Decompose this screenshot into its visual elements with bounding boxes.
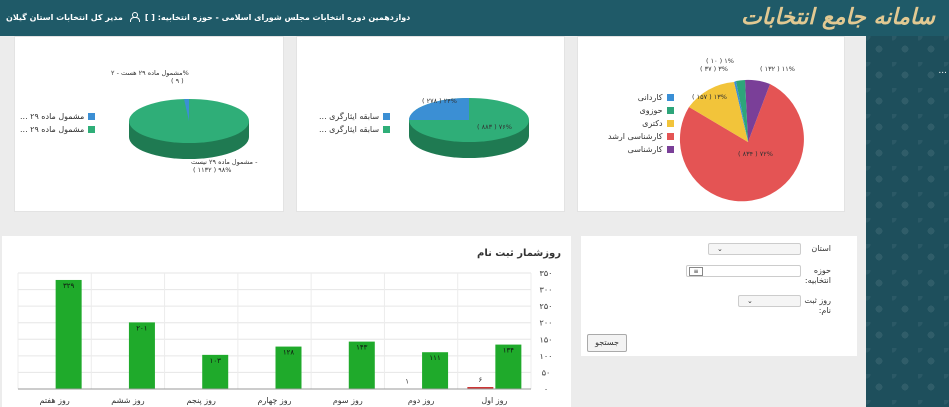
legend-swatch (666, 133, 674, 140)
legend-swatch (383, 126, 391, 133)
legend-label: سابقه ایثارگری ... (319, 125, 380, 134)
list-icon[interactable]: ≡ (689, 267, 703, 276)
education-pie-panel: ( ۱۰ ) ۱% ( ۳۷ ) ۳% ( ۱۵۷ ) ۱۳% ( ۱۳۲ ) … (577, 36, 845, 212)
slice-included[interactable] (184, 98, 189, 121)
label-included-count: ( ۹ ) (171, 77, 184, 85)
legend-swatch (88, 126, 96, 133)
label-associate: ( ۱۰ ) ۱% (706, 57, 734, 65)
experience-legend: سابقه ایثارگری ... سابقه ایثارگری ... (319, 112, 391, 138)
province-label: استان (811, 244, 831, 253)
legend-label: کارشناسی (627, 145, 663, 154)
legend-item[interactable]: مشمول ماده ۲۹ ... (20, 112, 96, 121)
legend-label: مشمول ماده ۲۹ ... (20, 125, 85, 134)
label-doctorate: ( ۱۵۷ ) ۱۳% (692, 93, 727, 101)
label-no-experience: ( ۸۸۳ ) ۷۶% (477, 123, 512, 131)
legend-label: کاردانی (637, 93, 663, 102)
education-pie (679, 79, 804, 202)
article29-pie (129, 98, 249, 159)
slice-doctorate[interactable] (689, 82, 748, 142)
legend-item[interactable]: مشمول ماده ۲۹ ... (20, 125, 96, 134)
user-icon[interactable] (129, 12, 140, 22)
legend-swatch (88, 113, 96, 120)
reg-day-label: روز ثبت نام: (804, 296, 831, 315)
label-not-included-text: مشمول ماده ۲۹ نیست - (191, 158, 258, 166)
legend-item[interactable]: کاردانی (608, 93, 674, 102)
label-masters: ( ۸۳۴ ) ۷۲% (738, 150, 773, 158)
reg-day-select[interactable]: ⌄ (738, 295, 801, 307)
registration-chart-panel (2, 236, 571, 407)
chart-title: روزشمار ثبت نام (476, 248, 561, 259)
legend-swatch (666, 107, 674, 114)
legend-item[interactable]: کارشناسی ارشد (608, 132, 674, 141)
header-info: دوازدهمین دوره انتخابات مجلس شورای اسلام… (6, 12, 410, 22)
app-logo: سامانه جامع انتخابات (741, 4, 935, 30)
experience-pie (409, 98, 529, 158)
legend-swatch (666, 120, 674, 127)
legend-swatch (383, 113, 391, 120)
sidebar-mark: ... (938, 66, 947, 76)
district-field[interactable]: ≡ (686, 265, 801, 277)
slice-seminary[interactable] (736, 80, 748, 142)
education-legend: کاردانی حوزوی دکتری کارشناسی ارشد کارشنا… (608, 93, 674, 158)
legend-label: مشمول ماده ۲۹ ... (20, 112, 85, 121)
right-sidebar: ... (866, 36, 949, 407)
filter-panel: استان ⌄ حوزه انتخابیه: ≡ روز ثبت نام: ⌄ … (581, 236, 857, 356)
experience-pie-panel: ( ۲۷۸ ) ۲۴% ( ۸۸۳ ) ۷۶% سابقه ایثارگری .… (296, 36, 565, 212)
legend-item[interactable]: حوزوی (608, 106, 674, 115)
slice-experience[interactable] (409, 98, 469, 120)
legend-item[interactable]: دکتری (608, 119, 674, 128)
slice-bachelors[interactable] (745, 79, 770, 142)
label-included-text: مشمول ماده ۲۹ هست - ۲% (111, 69, 189, 77)
label-bachelors: ( ۱۳۲ ) ۱۱% (760, 65, 795, 73)
label-seminary: ( ۳۷ ) ۳% (700, 65, 728, 73)
legend-swatch (666, 146, 674, 153)
slice-associate[interactable] (734, 81, 748, 142)
label-experience: ( ۲۷۸ ) ۲۴% (422, 97, 457, 105)
district-label: حوزه انتخابیه: (804, 266, 831, 285)
legend-swatch (666, 94, 674, 101)
legend-label: سابقه ایثارگری ... (319, 112, 380, 121)
legend-label: کارشناسی ارشد (608, 132, 663, 141)
chevron-down-icon: ⌄ (747, 297, 753, 305)
election-info: دوازدهمین دوره انتخابات مجلس شورای اسلام… (144, 12, 411, 22)
search-button[interactable]: جستجو (587, 334, 627, 352)
legend-label: حوزوی (639, 106, 663, 115)
legend-item[interactable]: سابقه ایثارگری ... (319, 125, 391, 134)
chevron-down-icon: ⌄ (717, 245, 723, 253)
legend-label: دکتری (642, 119, 663, 128)
top-header: سامانه جامع انتخابات دوازدهمین دوره انتخ… (0, 0, 949, 36)
legend-item[interactable]: کارشناسی (608, 145, 674, 154)
label-not-included-count: ( ۱۱۳۲ ) ۹۸% (193, 166, 232, 174)
province-select[interactable]: ⌄ (708, 243, 801, 255)
article29-legend: مشمول ماده ۲۹ ... مشمول ماده ۲۹ ... (20, 112, 96, 138)
legend-item[interactable]: سابقه ایثارگری ... (319, 112, 391, 121)
slice-masters[interactable] (679, 84, 804, 202)
user-role[interactable]: مدیر کل انتخابات استان گیلان (6, 12, 123, 22)
article29-pie-panel: مشمول ماده ۲۹ هست - ۲% ( ۹ ) مشمول ماده … (14, 36, 284, 212)
